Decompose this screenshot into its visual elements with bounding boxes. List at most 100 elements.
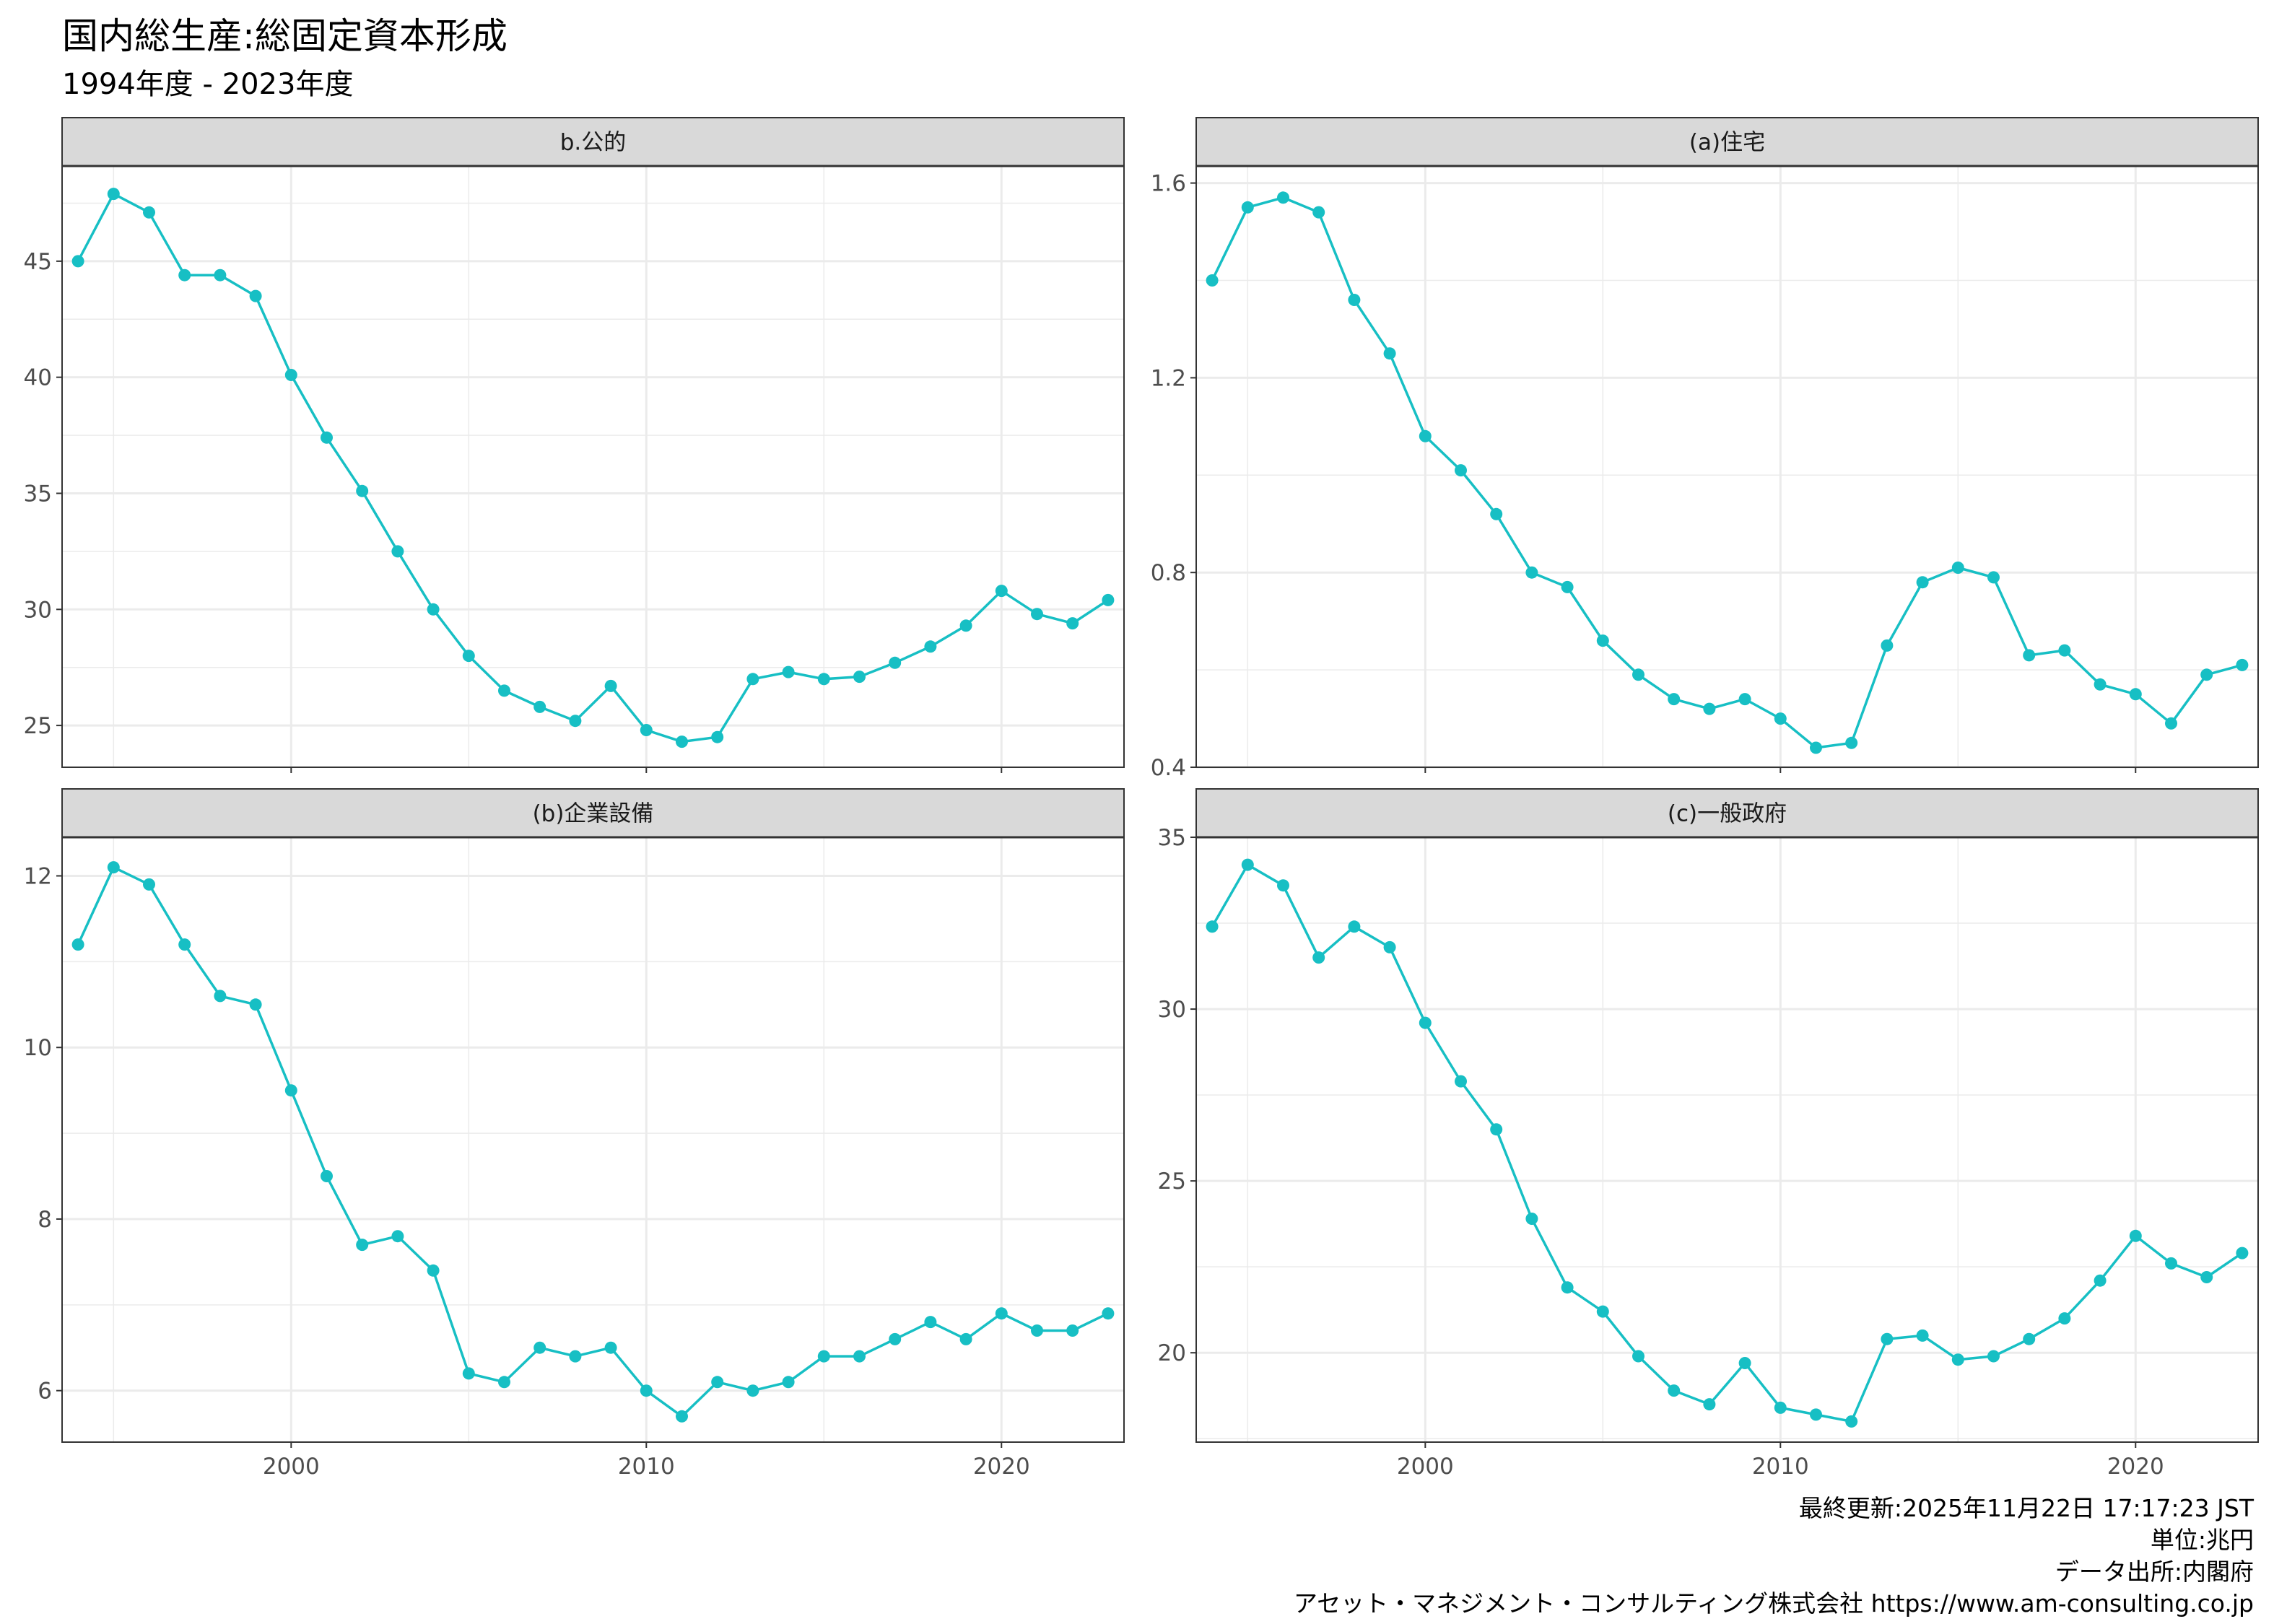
facet-strip — [1195, 117, 2259, 167]
data-point — [321, 1170, 333, 1182]
data-point — [1102, 593, 1115, 606]
data-point — [1525, 1213, 1538, 1225]
credit-text: アセット・マネジメント・コンサルティング株式会社 https://www.am-… — [1293, 1589, 2254, 1618]
data-point — [569, 1350, 582, 1363]
data-point — [924, 1316, 937, 1329]
data-point — [2058, 644, 2071, 657]
y-tick-label: 25 — [1158, 1169, 1186, 1195]
data-point — [1066, 1324, 1079, 1337]
data-point — [853, 671, 866, 684]
data-point — [1490, 1123, 1503, 1136]
data-point — [711, 1376, 724, 1389]
facet-strip-label: (a)住宅 — [1689, 130, 1765, 156]
data-point — [1632, 1350, 1644, 1363]
y-tick-label: 45 — [24, 249, 52, 275]
data-point — [2094, 678, 2107, 691]
data-point — [1419, 1016, 1432, 1029]
data-point — [107, 188, 120, 201]
data-point — [1455, 464, 1467, 477]
data-point — [143, 206, 155, 219]
data-point — [1916, 576, 1929, 589]
data-point — [1206, 920, 1219, 933]
x-tick-label: 2020 — [2107, 1454, 2164, 1480]
data-point — [1312, 206, 1325, 219]
data-point — [676, 735, 688, 748]
data-point — [1383, 940, 1396, 953]
panel-background — [1196, 166, 2258, 767]
data-point — [640, 1384, 653, 1397]
data-point — [995, 585, 1008, 598]
data-point — [1490, 507, 1503, 520]
facet-strip — [61, 788, 1125, 838]
data-point — [356, 484, 369, 497]
data-point — [2165, 717, 2177, 730]
data-point — [71, 938, 84, 951]
y-tick-label: 0.8 — [1151, 560, 1186, 586]
data-point — [391, 545, 404, 558]
facet-strip-label: (b)企業設備 — [533, 801, 654, 827]
data-point — [2023, 649, 2036, 662]
caption: 最終更新:2025年11月22日 17:17:23 JST 単位:兆円 データ出… — [1294, 1493, 2254, 1620]
data-point — [1703, 1398, 1716, 1411]
data-point — [498, 684, 510, 697]
data-point — [1810, 741, 1822, 754]
data-point — [214, 990, 227, 1003]
data-point — [1031, 608, 1043, 621]
y-tick-label: 1.2 — [1151, 365, 1186, 391]
data-point — [1561, 580, 1574, 593]
y-tick-label: 12 — [24, 863, 52, 889]
data-point — [1241, 858, 1254, 871]
data-point — [1383, 347, 1396, 360]
data-point — [817, 1350, 830, 1363]
data-point — [959, 619, 972, 632]
data-point — [782, 1376, 795, 1389]
y-tick-label: 35 — [1158, 825, 1186, 851]
facet-panel-4: (c)一般政府 20 25 30 35 2000 2010 2020 — [1158, 788, 2259, 1480]
series-line — [1211, 863, 2243, 1423]
data-point — [1277, 879, 1289, 892]
data-point — [889, 1332, 902, 1345]
data-point — [284, 369, 297, 381]
data-point — [924, 640, 937, 653]
data-point — [1066, 617, 1079, 630]
data-point — [2165, 1257, 2177, 1270]
source-text: データ出所:内閣府 — [2055, 1558, 2254, 1586]
data-point — [1951, 1353, 1964, 1366]
data-point — [782, 665, 795, 678]
y-tick-label: 20 — [1158, 1340, 1186, 1366]
data-point — [2058, 1312, 2071, 1325]
data-point — [391, 1230, 404, 1243]
data-point — [1810, 1408, 1822, 1421]
data-point — [462, 650, 475, 663]
data-point — [640, 724, 653, 736]
data-point — [427, 1264, 440, 1277]
data-point — [1206, 274, 1219, 287]
panel-border — [1195, 165, 2259, 768]
x-tick-label: 2010 — [618, 1454, 675, 1480]
data-point — [178, 938, 191, 951]
y-tick-label: 8 — [38, 1207, 52, 1233]
data-point — [1348, 294, 1361, 306]
series-line — [77, 192, 1109, 743]
facet-strip-label: (c)一般政府 — [1668, 801, 1787, 827]
y-tick-label: 6 — [38, 1379, 52, 1405]
unit-text: 単位:兆円 — [2150, 1526, 2254, 1554]
data-point — [1668, 693, 1681, 706]
data-point — [462, 1367, 475, 1380]
x-tick-label: 2000 — [1397, 1454, 1454, 1480]
data-point — [746, 673, 759, 686]
data-point — [1455, 1075, 1467, 1088]
y-tick-label: 35 — [24, 481, 52, 507]
data-point — [1703, 702, 1716, 715]
data-point — [1312, 951, 1325, 964]
facet-strip-label: b.公的 — [560, 130, 627, 156]
data-point — [1632, 668, 1644, 681]
data-point — [1845, 736, 1858, 749]
series-line — [1211, 196, 2243, 749]
data-point — [71, 255, 84, 268]
chart-subtitle: 1994年度 - 2023年度 — [62, 68, 354, 101]
y-tick-label: 40 — [24, 365, 52, 391]
data-point — [853, 1350, 866, 1363]
data-point — [284, 1084, 297, 1097]
